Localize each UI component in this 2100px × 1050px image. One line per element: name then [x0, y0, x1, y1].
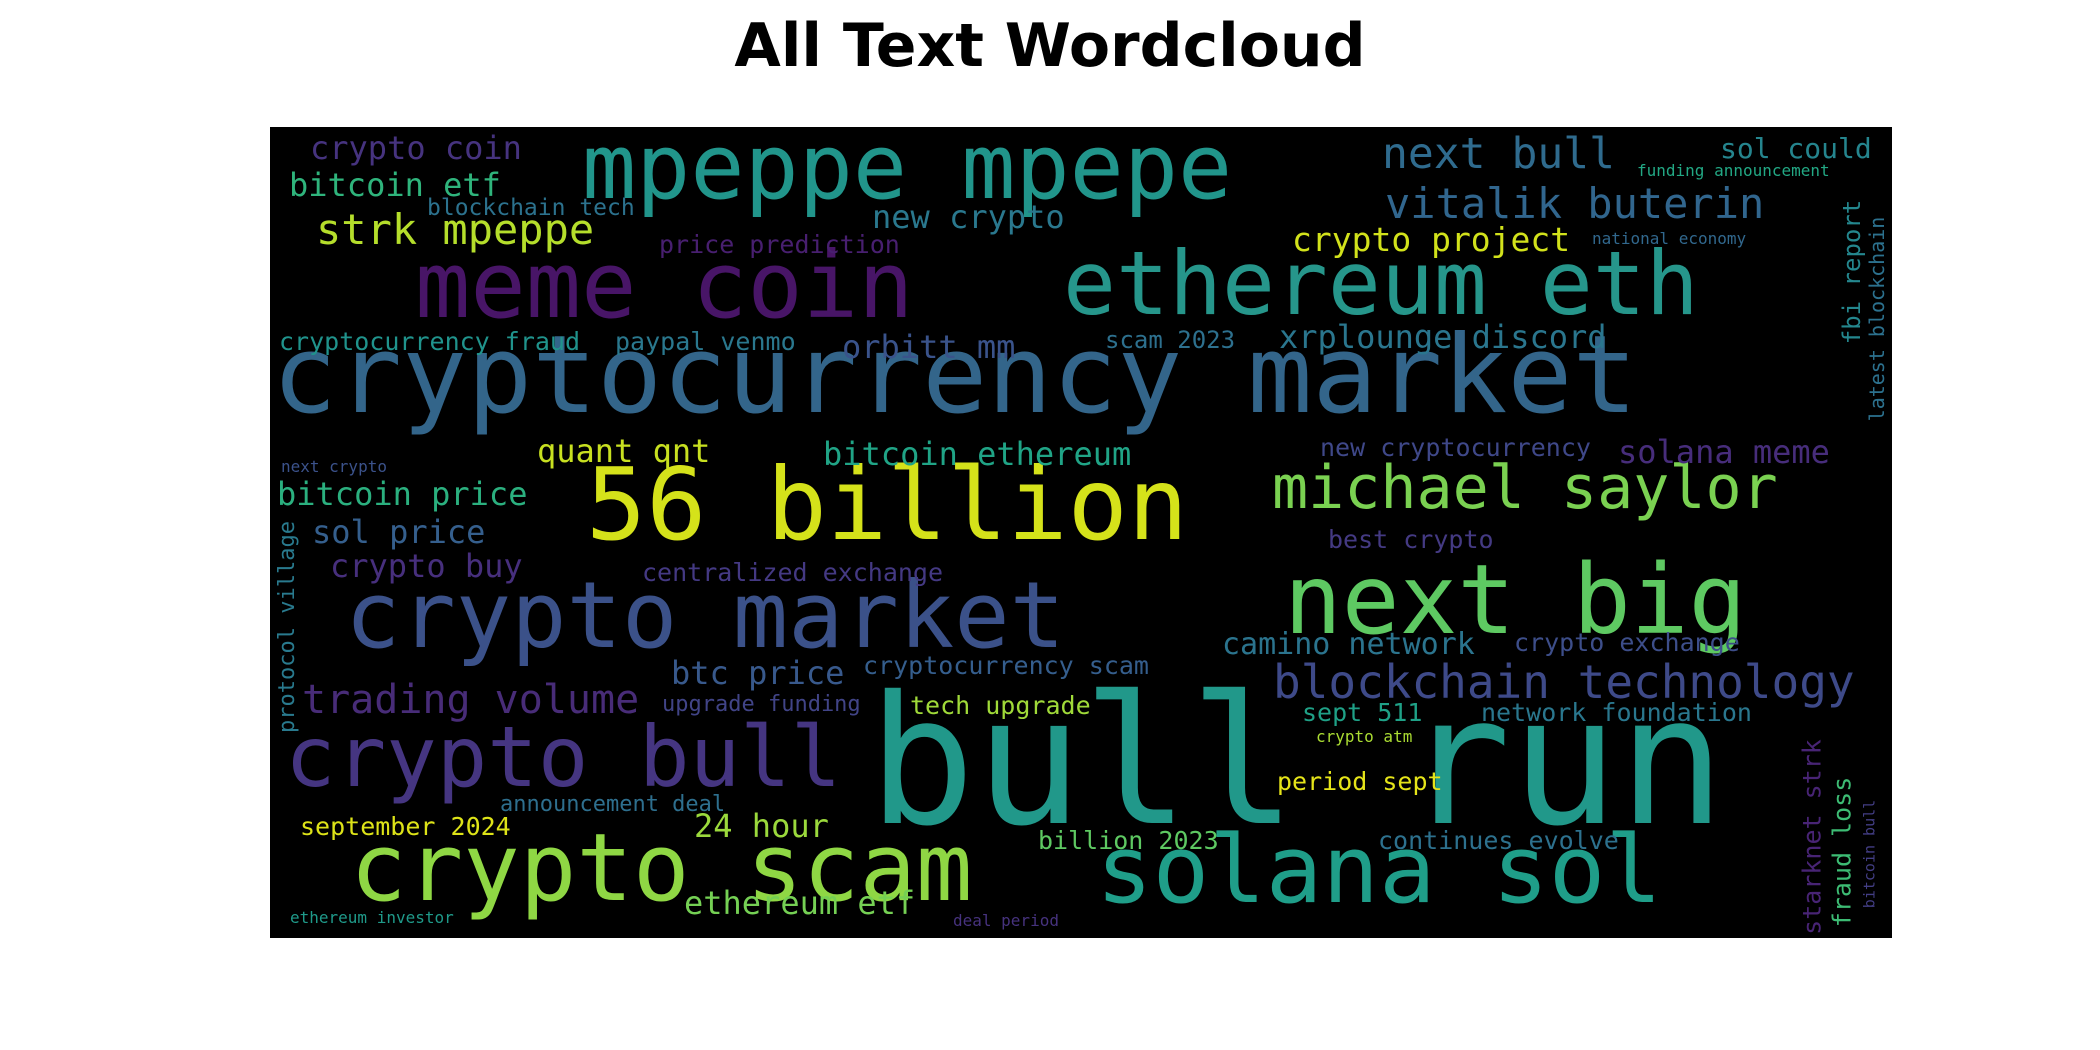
word: billion 2023 — [1038, 826, 1219, 855]
word: vitalik buterin — [1385, 179, 1765, 228]
word: bitcoin ethereum — [823, 435, 1132, 473]
word: camino network — [1222, 627, 1475, 662]
word: bitcoin etf — [289, 166, 501, 204]
word: crypto buy — [330, 547, 523, 585]
word: latest blockchain — [1865, 216, 1889, 422]
word: crypto scam — [350, 814, 973, 923]
word: cryptocurrency fraud — [279, 327, 581, 356]
word: period sept — [1277, 767, 1443, 796]
word: deal period — [953, 911, 1059, 930]
word: next big — [1284, 544, 1747, 656]
word: national economy — [1592, 229, 1747, 248]
word: crypto bull — [285, 708, 842, 806]
word: 56 billion — [586, 446, 1189, 563]
word: strk mpeppe — [316, 205, 595, 254]
word: new cryptocurrency — [1320, 433, 1591, 462]
word: sol could — [1720, 132, 1872, 165]
word: september 2024 — [300, 812, 511, 841]
word: funding announcement — [1637, 161, 1830, 180]
word: next bull — [1382, 129, 1615, 179]
word: cryptocurrency market — [272, 313, 1638, 438]
word: starknet strk — [1797, 739, 1827, 935]
word: centralized exchange — [642, 558, 944, 587]
figure-title: All Text Wordcloud — [734, 11, 1366, 81]
word: ethereum investor — [290, 908, 454, 927]
word: announcement deal — [500, 792, 726, 817]
word: crypto project — [1292, 220, 1571, 259]
word: blockchain tech — [427, 195, 635, 221]
word: upgrade funding — [662, 692, 861, 717]
word: michael saylor — [1272, 453, 1778, 523]
word: crypto coin — [310, 129, 522, 167]
word: ethereum eth — [1063, 232, 1699, 335]
word: xrplounge discord — [1279, 318, 1607, 356]
word: next crypto — [281, 457, 387, 476]
word: btc price — [671, 654, 845, 692]
wordcloud-canvas: cryptocurrency market bull run meme coin… — [270, 127, 1892, 938]
word: sol price — [312, 513, 486, 551]
word: cryptocurrency scam — [863, 651, 1149, 680]
word: fbi report — [1838, 199, 1866, 345]
word: trading volume — [302, 677, 640, 723]
word: price prediction — [659, 230, 900, 259]
word: bitcoin bull — [1860, 799, 1879, 909]
word: meme coin — [415, 232, 914, 339]
word: network foundation — [1481, 698, 1752, 727]
word: quant qnt — [537, 432, 711, 470]
word: solana meme — [1618, 433, 1830, 471]
word: mpeppe mpepe — [582, 127, 1233, 220]
word: fraud loss — [1827, 776, 1857, 928]
word: crypto exchange — [1514, 628, 1740, 657]
word: bitcoin price — [277, 475, 528, 513]
word: crypto atm — [1316, 727, 1413, 746]
word: sept 511 — [1302, 698, 1423, 727]
word: 24 hour — [694, 807, 829, 845]
word: ethereum etf — [684, 884, 916, 922]
word: protocol village — [275, 521, 300, 733]
word: crypto market — [345, 562, 1066, 669]
word: best crypto — [1328, 525, 1494, 554]
word: orbitt mm — [842, 328, 1016, 366]
word: blockchain technology — [1273, 655, 1855, 709]
word: continues evolve — [1378, 826, 1619, 855]
word: scam 2023 — [1105, 326, 1236, 354]
word: paypal venmo — [615, 327, 796, 356]
word: new crypto — [872, 198, 1065, 236]
word: solana sol — [1096, 816, 1662, 925]
word: tech upgrade — [910, 691, 1091, 720]
word: bull run — [868, 658, 1726, 865]
